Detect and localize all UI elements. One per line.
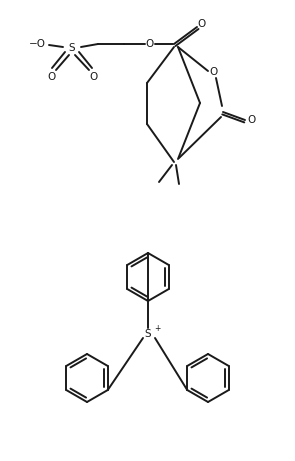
Text: −O: −O — [29, 39, 45, 49]
Text: +: + — [154, 324, 160, 332]
Text: O: O — [89, 72, 97, 82]
Text: O: O — [48, 72, 56, 82]
Text: S: S — [69, 43, 75, 53]
Text: O: O — [248, 115, 256, 125]
Text: O: O — [198, 19, 206, 29]
Text: S: S — [145, 329, 151, 339]
Text: O: O — [146, 39, 154, 49]
Text: O: O — [209, 67, 217, 77]
